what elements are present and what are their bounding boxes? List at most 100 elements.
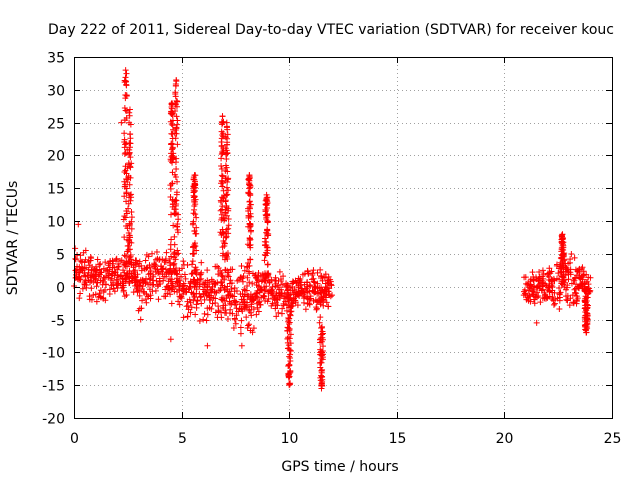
spike-point bbox=[248, 227, 255, 234]
spike-point bbox=[190, 183, 197, 190]
spike-point bbox=[171, 206, 178, 213]
spike-peak-point bbox=[223, 119, 230, 126]
data-point bbox=[113, 256, 120, 263]
y-tick-label: -15 bbox=[42, 379, 65, 395]
data-point bbox=[103, 266, 110, 273]
outlier-point bbox=[75, 221, 82, 228]
data-point bbox=[294, 302, 301, 309]
spike-point bbox=[264, 261, 271, 268]
data-point bbox=[563, 264, 570, 271]
spike-point bbox=[244, 274, 251, 281]
spike-point bbox=[220, 130, 227, 137]
spike-point bbox=[288, 299, 295, 306]
data-point bbox=[520, 292, 527, 299]
data-point bbox=[96, 293, 103, 300]
data-point bbox=[239, 278, 246, 285]
spike-point bbox=[222, 229, 229, 236]
data-point bbox=[180, 290, 187, 297]
x-tick-label: 10 bbox=[281, 431, 299, 447]
data-point bbox=[246, 321, 253, 328]
data-point bbox=[276, 268, 283, 275]
data-point bbox=[568, 280, 575, 287]
data-point bbox=[212, 280, 219, 287]
data-point bbox=[198, 259, 205, 266]
data-point bbox=[565, 276, 572, 283]
spike-point bbox=[127, 164, 134, 171]
data-point bbox=[136, 292, 143, 299]
spike-point bbox=[172, 100, 179, 107]
data-point bbox=[544, 286, 551, 293]
data-point bbox=[147, 267, 154, 274]
data-point bbox=[96, 261, 103, 268]
data-point bbox=[176, 282, 183, 289]
spike-point bbox=[121, 193, 128, 200]
spike-point bbox=[126, 232, 133, 239]
spike-point bbox=[246, 190, 253, 197]
spike-peak-point bbox=[191, 172, 198, 179]
spike-point bbox=[287, 304, 294, 311]
data-point bbox=[280, 300, 287, 307]
data-point bbox=[155, 296, 162, 303]
data-point bbox=[304, 295, 311, 302]
data-point bbox=[573, 300, 580, 307]
data-point bbox=[138, 262, 145, 269]
data-point bbox=[224, 292, 231, 299]
spike-point bbox=[173, 210, 180, 217]
spike-point bbox=[265, 272, 272, 279]
spike-point bbox=[127, 121, 134, 128]
data-point bbox=[89, 263, 96, 270]
x-tick-label: 20 bbox=[496, 431, 514, 447]
data-point bbox=[149, 277, 156, 284]
data-point bbox=[149, 250, 156, 257]
data-point bbox=[136, 287, 143, 294]
spike-point bbox=[261, 270, 268, 277]
spike-point bbox=[167, 185, 174, 192]
spike-point bbox=[263, 249, 270, 256]
spike-point bbox=[127, 256, 134, 263]
spike-point bbox=[170, 154, 177, 161]
spike-point bbox=[126, 221, 133, 228]
spike-point bbox=[320, 293, 327, 300]
data-point bbox=[227, 292, 234, 299]
spike-point bbox=[557, 255, 564, 262]
data-point bbox=[90, 291, 97, 298]
y-tick-label: -5 bbox=[51, 314, 65, 330]
spike-point bbox=[123, 115, 130, 122]
data-point bbox=[535, 277, 542, 284]
data-point bbox=[326, 292, 333, 299]
data-point bbox=[238, 317, 245, 324]
spike-point bbox=[225, 225, 232, 232]
spike-peak-point bbox=[168, 99, 175, 106]
data-point bbox=[203, 317, 210, 324]
spike-point bbox=[286, 315, 293, 322]
data-point bbox=[207, 297, 214, 304]
spike-point bbox=[284, 289, 291, 296]
data-point bbox=[143, 265, 150, 272]
spike-point bbox=[317, 360, 324, 367]
data-point bbox=[556, 290, 563, 297]
data-point bbox=[237, 330, 244, 337]
spike-point bbox=[316, 319, 323, 326]
data-point bbox=[72, 245, 79, 252]
data-point bbox=[265, 295, 272, 302]
y-tick-label: 0 bbox=[56, 281, 65, 297]
spike-point bbox=[127, 135, 134, 142]
data-point bbox=[200, 290, 207, 297]
data-point bbox=[328, 282, 335, 289]
data-point bbox=[123, 270, 130, 277]
spike-point bbox=[173, 113, 180, 120]
grid-lines bbox=[74, 57, 612, 418]
data-point bbox=[229, 310, 236, 317]
spike-point bbox=[175, 229, 182, 236]
data-point bbox=[291, 286, 298, 293]
spike-point bbox=[318, 325, 325, 332]
data-point bbox=[88, 285, 95, 292]
spike-point bbox=[191, 243, 198, 250]
data-point bbox=[289, 280, 296, 287]
data-point bbox=[521, 286, 528, 293]
data-point bbox=[214, 314, 221, 321]
data-point bbox=[584, 278, 591, 285]
data-point bbox=[536, 269, 543, 276]
data-point bbox=[77, 276, 84, 283]
spike-peak-point bbox=[263, 191, 270, 198]
